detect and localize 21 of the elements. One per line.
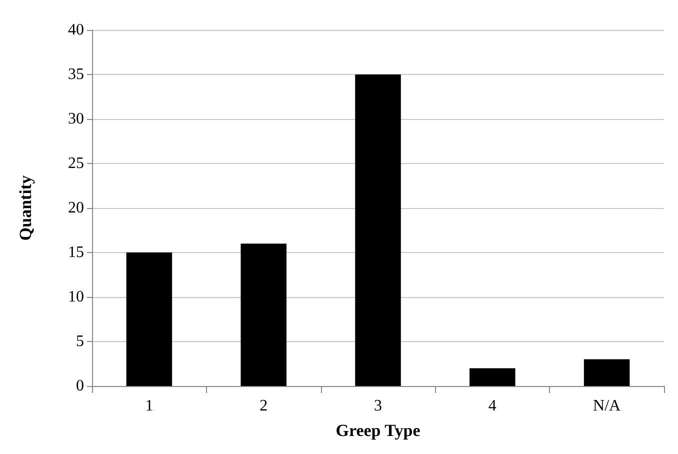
x-tick-label: N/A [593,398,622,414]
y-tick-label: 35 [68,66,84,83]
x-tick-label: 1 [145,398,154,414]
y-tick-label: 30 [68,110,84,128]
y-tick-label: 20 [68,200,84,216]
bar [355,74,401,386]
y-tick-label: 15 [68,244,84,261]
bar [584,359,630,386]
x-tick-label: 4 [488,398,496,414]
y-tick-label: 10 [68,288,84,306]
y-tick-label: 40 [68,22,84,38]
y-tick-label: 0 [76,378,84,394]
y-tick-label: 5 [76,333,84,350]
y-tick-label: 25 [68,155,84,172]
x-tick-label: 2 [260,398,268,414]
x-tick-label: 3 [374,398,382,414]
y-axis-title: Quantity [16,174,35,241]
bar [240,244,286,386]
x-axis-title: Greep Type [336,421,421,440]
bar [126,252,172,386]
bar [470,368,516,386]
